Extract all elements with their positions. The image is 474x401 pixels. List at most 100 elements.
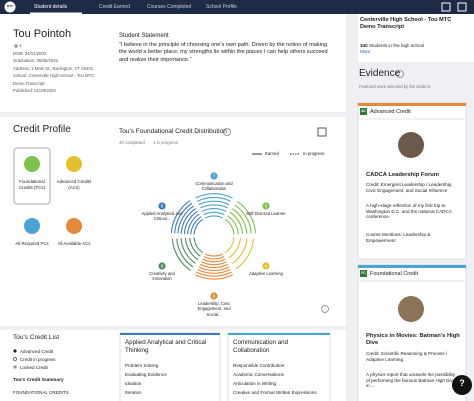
credit-arc: [183, 210, 198, 234]
credit-arc: [229, 211, 244, 235]
more-link[interactable]: More: [360, 49, 371, 54]
student-name: Tou Pointoh: [13, 28, 72, 40]
student-detail: DOB: 04/01/2002: [13, 51, 47, 56]
print-icon[interactable]: [317, 127, 327, 137]
credit-arc: [198, 266, 230, 271]
segment-label: Adaptive Learning: [249, 271, 283, 276]
credit-item[interactable]: Evaluating Evidence: [125, 372, 167, 377]
chart-title: Tou's Foundational Credit Distribution: [119, 128, 227, 135]
logo: MTC: [6, 4, 14, 8]
credit-arc: [171, 238, 192, 271]
card-title[interactable]: CADCA Leadership Forum: [366, 172, 439, 178]
student-detail: Address: 1 Main St., Burlington, VT 0540…: [13, 65, 94, 71]
student-detail: Demo Transcript: [13, 80, 45, 86]
credit-arc: [193, 218, 204, 235]
evidence-card: [357, 102, 467, 260]
school-count: 340: [360, 43, 368, 48]
icon[interactable]: [441, 2, 451, 12]
nav-tab[interactable]: School Profile: [206, 4, 237, 10]
card-credit: Credit: Scientific Reasoning & Process /…: [366, 351, 448, 362]
count-badge: [262, 262, 270, 270]
nav-tab[interactable]: Credit Earned: [99, 4, 130, 10]
credit-arc: [190, 216, 202, 235]
count-label: 8: [161, 204, 164, 209]
school-title: Centerville High School - Tou MTC Demo T…: [360, 17, 452, 30]
count-badge: [210, 292, 218, 300]
badge-box: [360, 270, 367, 277]
credit-arc: [197, 269, 231, 274]
credit-item[interactable]: Responsible Contribution: [233, 363, 285, 368]
count-label: 9: [213, 294, 216, 299]
credit-arc: [224, 218, 235, 235]
credit-item[interactable]: Academic Conversations: [233, 372, 284, 377]
credit-arc: [177, 205, 195, 234]
count-label: 6: [265, 204, 268, 209]
credit-arc: [189, 237, 201, 257]
credit-arc: [236, 201, 257, 234]
credit-card-label[interactable]: Advanced Credits (ACs): [56, 179, 92, 190]
badge-box: [360, 108, 367, 115]
credit-item[interactable]: Creative and Formal Written Expressions: [233, 390, 317, 395]
credit-arc: [195, 193, 233, 199]
segment-label: Self Directed Learner: [246, 211, 286, 216]
card-icon: [24, 156, 40, 172]
divider: [0, 326, 346, 330]
legend-label: Credit in progress: [20, 356, 56, 362]
credit-card[interactable]: [13, 147, 51, 205]
credit-arc: [176, 238, 194, 268]
card-icon: [66, 218, 82, 234]
statement-text: “I believe in the principle of choosing …: [119, 42, 328, 63]
segment-label: Leadership, Civic Engagement, and Social…: [197, 301, 231, 317]
credit-card-label[interactable]: Foundational Credits (FCs): [18, 179, 46, 190]
count-label: 4: [265, 264, 268, 269]
credit-arc: [203, 256, 225, 260]
nav-bar: [0, 0, 474, 14]
credit-item[interactable]: Iteration: [125, 390, 142, 395]
evidence-subtitle: Featured work selected by the student.: [359, 84, 432, 89]
student-detail: School: Centerville High School - Tou MT…: [13, 73, 95, 79]
credit-arc: [202, 258, 226, 263]
section-title: Tou's Credit List: [13, 334, 60, 341]
column-title: Applied Analytical and Critical Thinking: [125, 339, 207, 354]
credit-arc: [170, 200, 191, 234]
credit-arc: [228, 237, 241, 259]
credit-item[interactable]: Articulation in Writing: [233, 381, 277, 386]
credit-card-label[interactable]: All Available ACs: [57, 241, 91, 246]
credit-card-label[interactable]: All Required FCs: [15, 241, 49, 246]
nav-tab[interactable]: Student details: [34, 4, 68, 10]
credit-arc: [204, 253, 224, 257]
logo-icon: [4, 1, 16, 13]
statement-title: Student Statement: [119, 33, 169, 39]
student-detail: Graduation: 06/05/2022: [13, 58, 59, 64]
active-tab-underline: [30, 12, 82, 14]
card-type: Foundational Credit: [370, 270, 419, 277]
info-icon: [396, 70, 404, 78]
nav-tab[interactable]: Courses Completed: [147, 4, 192, 10]
credit-item[interactable]: Problem Solving: [125, 363, 159, 368]
credit-arc: [198, 200, 230, 206]
card-accent: [358, 265, 466, 268]
card-title[interactable]: Physics in Movies: Batman's High Dive: [366, 333, 460, 347]
credit-arc: [180, 238, 196, 264]
student-id: 1: [19, 43, 22, 48]
help-button[interactable]: [452, 375, 472, 395]
section-title: Credit Profile: [13, 124, 71, 135]
count-badge: [210, 172, 218, 180]
icon[interactable]: [457, 2, 467, 12]
chart-stat: 40 completed: [119, 140, 145, 145]
count-badge: [158, 262, 166, 270]
info-icon: [223, 128, 231, 136]
chart-stat: 1 in progress: [153, 140, 178, 145]
credit-badge: AC: [361, 109, 366, 113]
column-accent: [228, 333, 330, 335]
card-description: A high-stage reflection of my first trip…: [366, 203, 452, 220]
credit-arc: [227, 215, 239, 235]
card-credit: Credit: Emergent Leadership / Leadership…: [366, 182, 453, 193]
credit-arc: [184, 237, 199, 261]
credit-item[interactable]: Ideation: [125, 381, 142, 386]
help-label[interactable]: ?: [459, 378, 465, 388]
segment-label: Creativity and Innovation: [149, 271, 175, 282]
legend-dot: [13, 357, 17, 361]
legend-label: Locked Credit: [20, 364, 48, 370]
credit-arc: [232, 208, 248, 234]
